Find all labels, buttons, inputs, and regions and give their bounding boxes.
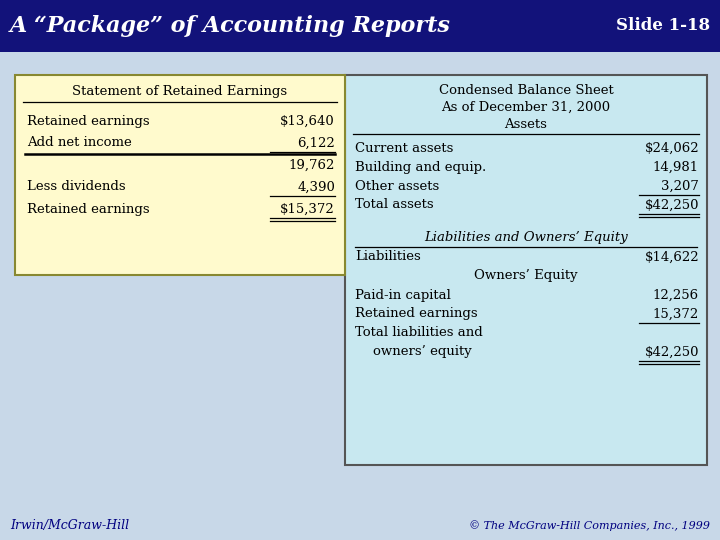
Text: Condensed Balance Sheet: Condensed Balance Sheet — [438, 84, 613, 97]
Text: Total assets: Total assets — [355, 199, 433, 212]
FancyBboxPatch shape — [15, 75, 345, 275]
Text: $14,622: $14,622 — [644, 251, 699, 264]
Text: $15,372: $15,372 — [280, 202, 335, 215]
Text: Current assets: Current assets — [355, 141, 454, 154]
FancyBboxPatch shape — [345, 75, 707, 465]
Text: A “Package” of Accounting Reports: A “Package” of Accounting Reports — [10, 15, 451, 37]
Text: Paid-in capital: Paid-in capital — [355, 288, 451, 301]
Text: Total liabilities and: Total liabilities and — [355, 327, 482, 340]
Text: $24,062: $24,062 — [644, 141, 699, 154]
Text: $13,640: $13,640 — [280, 114, 335, 127]
Text: Retained earnings: Retained earnings — [27, 114, 150, 127]
Text: 12,256: 12,256 — [653, 288, 699, 301]
Text: 15,372: 15,372 — [653, 307, 699, 321]
Text: $42,250: $42,250 — [644, 346, 699, 359]
Text: Retained earnings: Retained earnings — [27, 202, 150, 215]
Text: Statement of Retained Earnings: Statement of Retained Earnings — [73, 84, 287, 98]
Text: As of December 31, 2000: As of December 31, 2000 — [441, 100, 611, 113]
Text: 4,390: 4,390 — [297, 180, 335, 193]
Text: Liabilities: Liabilities — [355, 251, 420, 264]
Text: $42,250: $42,250 — [644, 199, 699, 212]
FancyBboxPatch shape — [0, 0, 720, 52]
Text: Liabilities and Owners’ Equity: Liabilities and Owners’ Equity — [424, 232, 628, 245]
Text: © The McGraw-Hill Companies, Inc., 1999: © The McGraw-Hill Companies, Inc., 1999 — [469, 521, 710, 531]
Text: 19,762: 19,762 — [289, 159, 335, 172]
Text: owners’ equity: owners’ equity — [373, 346, 472, 359]
Text: Slide 1-18: Slide 1-18 — [616, 17, 710, 35]
Text: Building and equip.: Building and equip. — [355, 160, 486, 173]
Text: Other assets: Other assets — [355, 179, 439, 192]
Text: 14,981: 14,981 — [653, 160, 699, 173]
Text: 3,207: 3,207 — [661, 179, 699, 192]
Text: Irwin/McGraw-Hill: Irwin/McGraw-Hill — [10, 519, 129, 532]
Text: Less dividends: Less dividends — [27, 180, 125, 193]
Text: Retained earnings: Retained earnings — [355, 307, 477, 321]
Text: Assets: Assets — [505, 118, 547, 131]
Text: Add net income: Add net income — [27, 137, 132, 150]
Text: 6,122: 6,122 — [297, 137, 335, 150]
Text: Owners’ Equity: Owners’ Equity — [474, 269, 578, 282]
